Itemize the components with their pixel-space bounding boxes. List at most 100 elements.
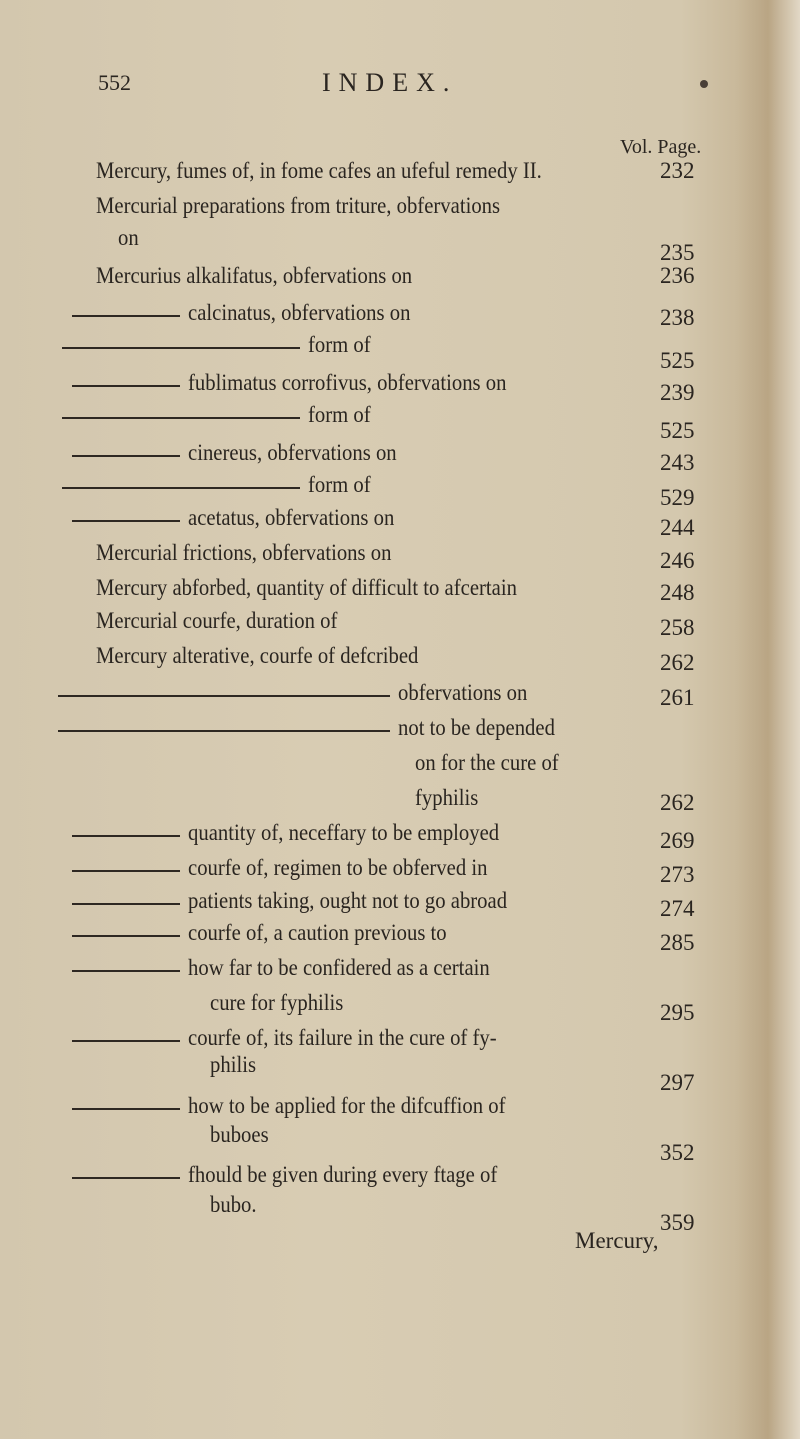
entry-line: how to be applied for the difcuffion of	[0, 1093, 800, 1123]
page-ref: 529	[660, 485, 695, 510]
entry-line: fyphilis	[0, 785, 800, 815]
page-ref: 238	[660, 305, 695, 330]
page-ref: 248	[660, 580, 695, 605]
entry-text: not to be depended	[398, 715, 555, 740]
entry-line: fhould be given during every ftage of	[0, 1162, 800, 1192]
entry-line: obfervations on	[0, 680, 800, 710]
entry-line: on	[0, 225, 800, 255]
entry-text: courfe of, a caution previous to	[188, 920, 447, 945]
entry-text: courfe of, its failure in the cure of fy…	[188, 1025, 497, 1050]
entry-text: form of	[308, 472, 371, 497]
entry-text: Mercury abforbed, quantity of difficult …	[96, 575, 517, 600]
entry-text: fyphilis	[415, 785, 479, 810]
entry-text: philis	[210, 1052, 257, 1077]
entry-line: courfe of, regimen to be obferved in	[0, 855, 800, 885]
ditto-dash	[72, 1040, 180, 1042]
page-ref: 274	[660, 896, 695, 921]
page-ref: 261	[660, 685, 695, 710]
ditto-dash	[72, 385, 180, 387]
page-ref: 295	[660, 1000, 695, 1025]
ditto-dash	[62, 417, 300, 419]
ditto-dash	[62, 347, 300, 349]
entry-text: courfe of, regimen to be obferved in	[188, 855, 488, 880]
ditto-dash	[72, 870, 180, 872]
page-ref: 243	[660, 450, 695, 475]
entry-line: Mercurial frictions, obfervations on	[0, 540, 800, 570]
entry-text: quantity of, neceffary to be employed	[188, 820, 500, 845]
page-ref: 235	[660, 240, 695, 265]
page-ref: 262	[660, 790, 695, 815]
ditto-dash	[72, 970, 180, 972]
entry-line: Mercury alterative, courfe of defcribed	[0, 643, 800, 673]
ditto-dash	[72, 1177, 180, 1179]
ditto-dash	[72, 835, 180, 837]
ditto-dash	[72, 1108, 180, 1110]
page-ref: 525	[660, 418, 695, 443]
entry-text: Mercurial frictions, obfervations on	[96, 540, 392, 565]
page-ref: 352	[660, 1140, 695, 1165]
entry-line: buboes	[0, 1122, 800, 1152]
ditto-dash	[58, 695, 390, 697]
entry-text: fhould be given during every ftage of	[188, 1162, 498, 1187]
entry-text: Mercury alterative, courfe of defcribed	[96, 643, 419, 668]
page-ref: 258	[660, 615, 695, 640]
page-ref: 269	[660, 828, 695, 853]
entry-text: patients taking, ought not to go abroad	[188, 888, 508, 913]
page-ref: 239	[660, 380, 695, 405]
entry-text: cinereus, obfervations on	[188, 440, 397, 465]
ditto-dash	[58, 730, 390, 732]
entry-text: obfervations on	[398, 680, 528, 705]
entry-text: form of	[308, 332, 371, 357]
ditto-dash	[72, 903, 180, 905]
entry-line: Mercurial courfe, duration of	[0, 608, 800, 638]
entry-line: not to be depended	[0, 715, 800, 745]
entry-text: bubo.	[210, 1192, 257, 1217]
page-ref: 232	[660, 158, 695, 183]
entry-line: acetatus, obfervations on	[0, 505, 800, 535]
page-ref: 273	[660, 862, 695, 887]
entry-text: form of	[308, 402, 371, 427]
entry-line: form of	[0, 332, 800, 362]
entry-text: Mercurius alkalifatus, obfervations on	[96, 263, 413, 288]
entry-text: buboes	[210, 1122, 269, 1147]
entry-line: form of	[0, 402, 800, 432]
entry-text: calcinatus, obfervations on	[188, 300, 411, 325]
entry-line: courfe of, its failure in the cure of fy…	[0, 1025, 800, 1055]
page-ref: 244	[660, 515, 695, 540]
entry-line: Mercury abforbed, quantity of difficult …	[0, 575, 800, 605]
entry-text: on for the cure of	[415, 750, 559, 775]
entry-line: quantity of, neceffary to be employed	[0, 820, 800, 850]
ditto-dash	[72, 455, 180, 457]
page-ref: 236	[660, 263, 695, 288]
page-ref: 359	[660, 1210, 695, 1235]
entry-text: acetatus, obfervations on	[188, 505, 395, 530]
entry-line: calcinatus, obfervations on	[0, 300, 800, 330]
page-ref: 285	[660, 930, 695, 955]
entry-text: on	[118, 225, 139, 250]
entry-text: fublimatus corrofivus, obfervations on	[188, 370, 507, 395]
entry-line: bubo.	[0, 1192, 800, 1222]
entry-text: how to be applied for the difcuffion of	[188, 1093, 506, 1118]
ditto-dash	[72, 315, 180, 317]
catchword: Mercury,	[575, 1228, 659, 1253]
column-heads: Vol. Page.	[620, 136, 702, 158]
entry-line: Mercury, fumes of, in fome cafes an ufef…	[0, 158, 800, 188]
page-title: INDEX.	[322, 68, 458, 97]
page-ref: 297	[660, 1070, 695, 1095]
entry-text: Mercury, fumes of, in fome cafes an ufef…	[96, 158, 542, 183]
page-ref: 246	[660, 548, 695, 573]
entry-line: how far to be confidered as a certain	[0, 955, 800, 985]
entry-line: fublimatus corrofivus, obfervations on	[0, 370, 800, 400]
page-ref: 262	[660, 650, 695, 675]
ditto-dash	[72, 935, 180, 937]
entry-line: courfe of, a caution previous to	[0, 920, 800, 950]
ditto-dash	[72, 520, 180, 522]
entry-line: Mercurial preparations from triture, obf…	[0, 193, 800, 223]
entry-line: on for the cure of	[0, 750, 800, 780]
entry-text: Mercurial courfe, duration of	[96, 608, 338, 633]
page-ref: 525	[660, 348, 695, 373]
entry-text: Mercurial preparations from triture, obf…	[96, 193, 501, 218]
entry-line: philis	[0, 1052, 800, 1082]
entry-line: form of	[0, 472, 800, 502]
entry-line: Mercurius alkalifatus, obfervations on	[0, 263, 800, 293]
